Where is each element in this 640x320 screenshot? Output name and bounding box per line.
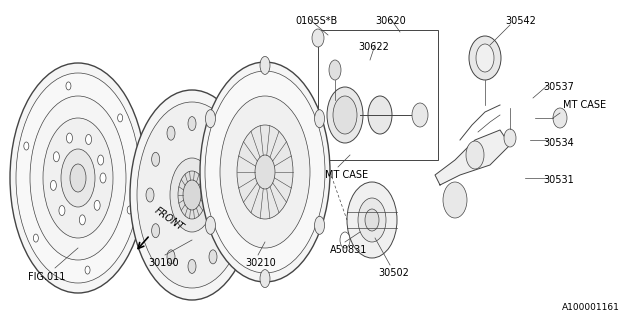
Ellipse shape (209, 250, 217, 264)
Ellipse shape (312, 29, 324, 47)
Ellipse shape (100, 173, 106, 183)
Ellipse shape (10, 63, 146, 293)
Ellipse shape (205, 216, 216, 234)
Bar (318, 30, 438, 160)
Ellipse shape (33, 234, 38, 242)
Polygon shape (435, 130, 510, 185)
Ellipse shape (130, 90, 254, 300)
Ellipse shape (260, 56, 270, 74)
Ellipse shape (137, 102, 247, 288)
Text: 30534: 30534 (543, 138, 573, 148)
Ellipse shape (327, 87, 363, 143)
Ellipse shape (200, 62, 330, 282)
Ellipse shape (178, 171, 206, 219)
Ellipse shape (347, 182, 397, 258)
Ellipse shape (53, 152, 60, 162)
Text: FIG.011: FIG.011 (28, 272, 65, 282)
Text: 30502: 30502 (378, 268, 409, 278)
Text: A50831: A50831 (330, 245, 367, 255)
Ellipse shape (443, 182, 467, 218)
Ellipse shape (152, 152, 159, 166)
Ellipse shape (205, 71, 325, 273)
Text: 30620: 30620 (375, 16, 406, 26)
Text: MT CASE: MT CASE (563, 100, 606, 110)
Ellipse shape (167, 250, 175, 264)
Ellipse shape (469, 36, 501, 80)
Ellipse shape (368, 96, 392, 134)
Ellipse shape (255, 155, 275, 189)
Ellipse shape (66, 82, 71, 90)
Ellipse shape (67, 133, 72, 143)
Ellipse shape (553, 108, 567, 128)
Ellipse shape (365, 209, 379, 231)
Ellipse shape (237, 125, 293, 219)
Ellipse shape (30, 96, 126, 260)
Ellipse shape (466, 141, 484, 169)
Ellipse shape (260, 270, 270, 288)
Ellipse shape (167, 126, 175, 140)
Ellipse shape (329, 60, 341, 80)
Ellipse shape (61, 149, 95, 207)
Ellipse shape (85, 266, 90, 274)
Ellipse shape (86, 134, 92, 145)
Ellipse shape (183, 180, 201, 210)
Ellipse shape (340, 232, 350, 248)
Ellipse shape (98, 155, 104, 165)
Ellipse shape (230, 188, 238, 202)
Ellipse shape (188, 116, 196, 131)
Ellipse shape (59, 205, 65, 216)
Ellipse shape (79, 215, 85, 225)
Ellipse shape (152, 224, 159, 238)
Text: 30531: 30531 (543, 175, 573, 185)
Ellipse shape (225, 152, 232, 166)
Ellipse shape (24, 142, 29, 150)
Ellipse shape (314, 110, 324, 128)
Text: 30537: 30537 (543, 82, 574, 92)
Ellipse shape (358, 198, 386, 242)
Ellipse shape (51, 180, 56, 190)
Ellipse shape (205, 110, 216, 128)
Ellipse shape (333, 96, 357, 134)
Ellipse shape (70, 164, 86, 192)
Ellipse shape (220, 96, 310, 248)
Ellipse shape (118, 114, 123, 122)
Text: 30210: 30210 (245, 258, 276, 268)
Ellipse shape (16, 73, 140, 283)
Ellipse shape (412, 103, 428, 127)
Ellipse shape (476, 44, 494, 72)
Ellipse shape (43, 118, 113, 238)
Text: 0105S*B: 0105S*B (295, 16, 337, 26)
Ellipse shape (94, 200, 100, 210)
Ellipse shape (127, 206, 132, 214)
Ellipse shape (504, 129, 516, 147)
Ellipse shape (209, 126, 217, 140)
Text: A100001161: A100001161 (562, 303, 620, 312)
Text: MT CASE: MT CASE (325, 170, 368, 180)
Text: 30542: 30542 (505, 16, 536, 26)
Ellipse shape (314, 216, 324, 234)
Text: FRONT: FRONT (153, 206, 186, 233)
Ellipse shape (188, 260, 196, 273)
Ellipse shape (146, 188, 154, 202)
Text: 30622: 30622 (358, 42, 389, 52)
Ellipse shape (170, 158, 214, 232)
Text: 30100: 30100 (148, 258, 179, 268)
Ellipse shape (225, 224, 232, 238)
